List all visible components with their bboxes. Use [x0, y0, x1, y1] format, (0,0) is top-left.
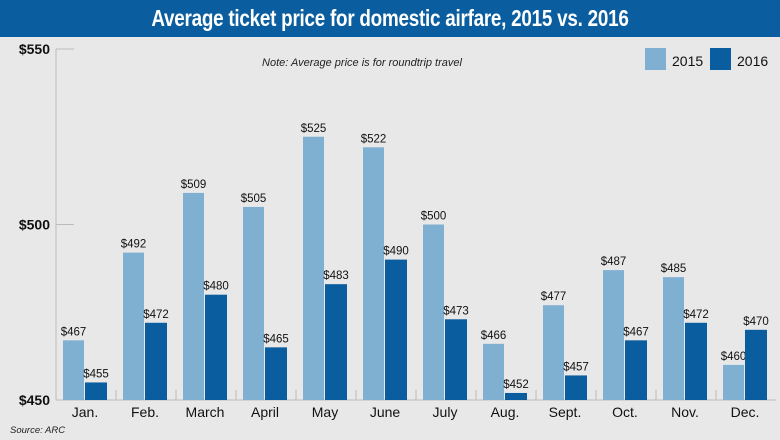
data-label: $460 — [721, 351, 747, 363]
data-label: $466 — [481, 330, 507, 342]
x-tick-label: April — [251, 404, 279, 420]
bar-2015 — [663, 277, 684, 400]
data-label: $505 — [241, 193, 267, 205]
x-tick-label: Jan. — [72, 404, 98, 420]
bar-2016 — [625, 340, 647, 400]
bar-2015 — [123, 252, 144, 400]
x-tick-label: July — [433, 404, 458, 420]
x-tick-label: Oct. — [612, 404, 638, 420]
bar-2016 — [205, 294, 227, 400]
data-label: $465 — [263, 333, 289, 345]
bar-2015 — [243, 206, 264, 400]
legend-swatch-2016 — [710, 48, 731, 70]
y-tick-label: $450 — [19, 392, 50, 408]
data-label: $509 — [181, 179, 207, 191]
bar-2015 — [483, 343, 504, 400]
data-label: $467 — [623, 326, 649, 338]
data-label: $455 — [83, 368, 109, 380]
legend-label: 2016 — [737, 53, 768, 69]
x-tick-label: May — [312, 404, 338, 420]
bar-2016 — [145, 322, 167, 400]
data-label: $472 — [143, 309, 169, 321]
bar-2016 — [85, 382, 107, 400]
data-label: $500 — [421, 211, 447, 223]
bar-2016 — [325, 284, 347, 400]
data-label: $452 — [503, 379, 529, 391]
x-tick-label: Nov. — [671, 404, 699, 420]
x-tick-label: Sept. — [549, 404, 582, 420]
data-label: $485 — [661, 263, 687, 275]
bar-2015 — [603, 270, 624, 400]
data-label: $457 — [563, 361, 589, 373]
bar-2016 — [685, 322, 707, 400]
bar-2015 — [363, 147, 384, 400]
bar-2015 — [303, 136, 324, 400]
data-label: $472 — [683, 309, 709, 321]
y-tick-label: $550 — [19, 41, 50, 57]
source-label: Source: ARC — [10, 425, 65, 436]
chart-title: Average ticket price for domestic airfar… — [0, 0, 780, 37]
bar-2016 — [385, 259, 407, 400]
data-label: $480 — [203, 281, 229, 293]
data-label: $490 — [383, 246, 409, 258]
x-tick-label: March — [186, 404, 225, 420]
data-label: $522 — [361, 133, 387, 145]
chart-note: Note: Average price is for roundtrip tra… — [262, 57, 462, 69]
bar-2016 — [265, 347, 287, 400]
bar-2016 — [565, 375, 587, 400]
legend-label: 2015 — [672, 53, 703, 69]
data-label: $487 — [601, 256, 627, 268]
x-tick-label: Feb. — [131, 404, 159, 420]
bar-2015 — [723, 364, 744, 400]
bar-2016 — [445, 319, 467, 400]
x-tick-label: June — [370, 404, 401, 420]
chart-title-text: Average ticket price for domestic airfar… — [151, 5, 629, 31]
bar-2015 — [183, 192, 204, 400]
x-tick-label: Aug. — [491, 404, 520, 420]
bar-2015 — [63, 340, 84, 400]
data-label: $525 — [301, 123, 327, 135]
bar-2015 — [423, 224, 444, 400]
y-tick-label: $500 — [19, 217, 50, 233]
data-label: $492 — [121, 239, 147, 251]
data-label: $477 — [541, 291, 567, 303]
bar-2016 — [745, 329, 767, 400]
data-label: $483 — [323, 270, 349, 282]
bar-2015 — [543, 305, 564, 400]
data-label: $473 — [443, 305, 469, 317]
legend-swatch-2015 — [645, 48, 666, 70]
bar-2016 — [505, 392, 527, 400]
x-tick-label: Dec. — [731, 404, 760, 420]
data-label: $470 — [743, 316, 769, 328]
data-label: $467 — [61, 326, 87, 338]
